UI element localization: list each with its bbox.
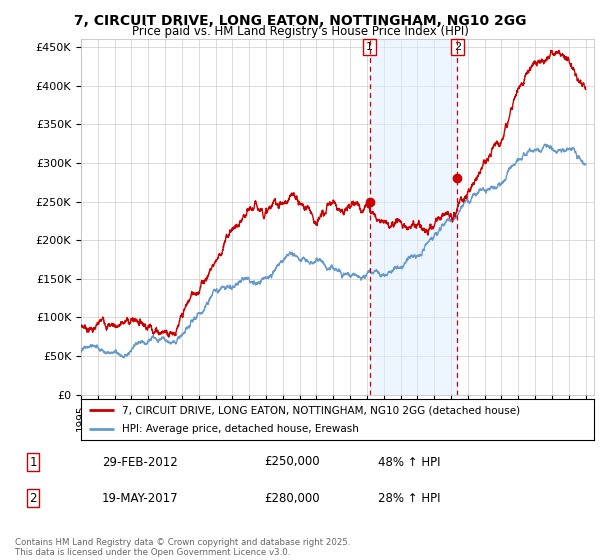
Text: 19-MAY-2017: 19-MAY-2017 — [102, 492, 179, 505]
Text: £250,000: £250,000 — [264, 455, 320, 469]
Bar — [370, 39, 457, 395]
Text: Contains HM Land Registry data © Crown copyright and database right 2025.
This d: Contains HM Land Registry data © Crown c… — [15, 538, 350, 557]
Text: 1: 1 — [29, 455, 37, 469]
Text: Price paid vs. HM Land Registry's House Price Index (HPI): Price paid vs. HM Land Registry's House … — [131, 25, 469, 38]
Text: 28% ↑ HPI: 28% ↑ HPI — [378, 492, 440, 505]
Text: £280,000: £280,000 — [264, 492, 320, 505]
Text: 7, CIRCUIT DRIVE, LONG EATON, NOTTINGHAM, NG10 2GG: 7, CIRCUIT DRIVE, LONG EATON, NOTTINGHAM… — [74, 14, 526, 28]
Text: 7, CIRCUIT DRIVE, LONG EATON, NOTTINGHAM, NG10 2GG (detached house): 7, CIRCUIT DRIVE, LONG EATON, NOTTINGHAM… — [122, 405, 520, 415]
Text: 1: 1 — [366, 42, 373, 52]
Text: 2: 2 — [454, 42, 461, 52]
Text: HPI: Average price, detached house, Erewash: HPI: Average price, detached house, Erew… — [122, 424, 359, 433]
Text: 48% ↑ HPI: 48% ↑ HPI — [378, 455, 440, 469]
Text: 29-FEB-2012: 29-FEB-2012 — [102, 455, 178, 469]
Text: 2: 2 — [29, 492, 37, 505]
